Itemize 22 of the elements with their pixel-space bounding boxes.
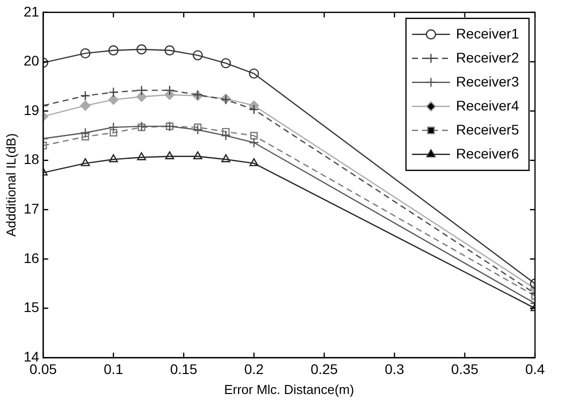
y-tick-label: 18 [24, 151, 40, 168]
legend-label: Receiver6 [456, 145, 520, 162]
legend-label: Receiver3 [456, 73, 520, 90]
x-tick-label: 0.2 [244, 360, 264, 377]
legend-label: Receiver1 [456, 25, 520, 42]
x-axis-title: Error Mlc. Distance(m) [224, 382, 354, 397]
x-tick-label: 0.25 [310, 360, 338, 377]
y-tick-label: 20 [24, 52, 40, 69]
legend-label: Receiver2 [456, 49, 520, 66]
y-tick-label: 16 [24, 250, 40, 266]
legend-label: Receiver4 [456, 97, 520, 114]
y-tick-label: 17 [24, 200, 40, 217]
x-tick-label: 0.15 [170, 360, 198, 377]
y-tick-label: 19 [24, 102, 40, 118]
legend-label: Receiver5 [456, 121, 520, 138]
x-tick-label: 0.1 [104, 360, 124, 377]
y-tick-label: 15 [24, 299, 40, 316]
x-tick-label: 0.4 [525, 360, 545, 377]
y-tick-label: 21 [24, 3, 40, 20]
y-axis-title: Addditional IL(dB) [3, 133, 18, 237]
x-tick-label: 0.35 [451, 360, 479, 377]
x-tick-label: 0.3 [384, 360, 404, 377]
